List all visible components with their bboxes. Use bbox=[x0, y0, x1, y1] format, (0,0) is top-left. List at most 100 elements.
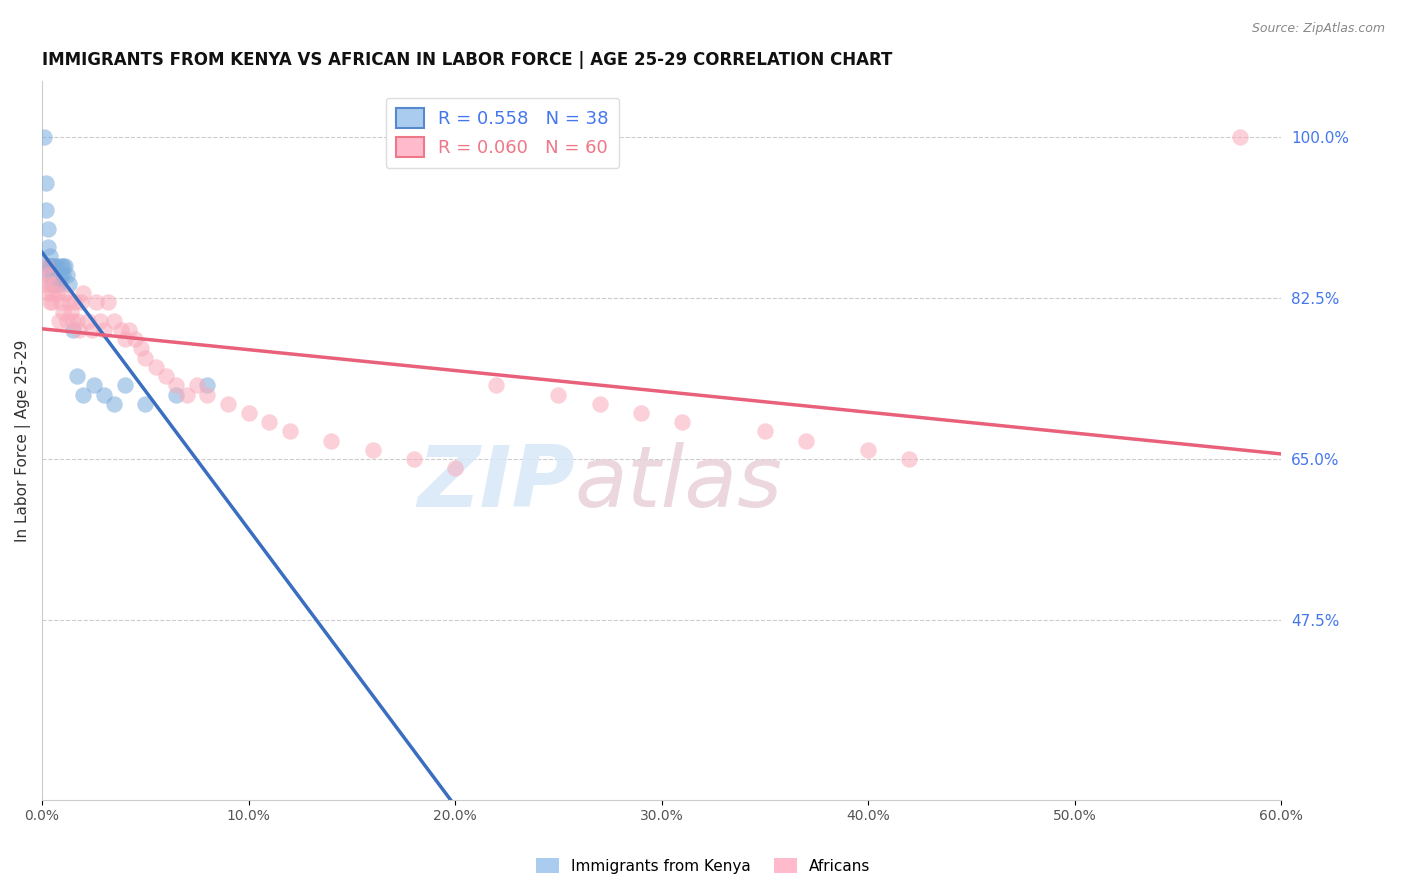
Point bbox=[48, 277, 70, 291]
Point bbox=[70, 295, 93, 310]
Point bbox=[856, 442, 879, 457]
Point bbox=[110, 323, 132, 337]
Point bbox=[186, 378, 208, 392]
Point bbox=[63, 295, 86, 310]
Point bbox=[35, 203, 58, 218]
Point bbox=[114, 378, 136, 392]
Point bbox=[72, 286, 94, 301]
Point bbox=[278, 425, 301, 439]
Point bbox=[32, 277, 55, 291]
Point bbox=[41, 295, 63, 310]
Point bbox=[39, 268, 62, 282]
Point bbox=[45, 286, 67, 301]
Point bbox=[39, 249, 62, 263]
Point bbox=[165, 387, 187, 401]
Point bbox=[124, 332, 146, 346]
Point bbox=[37, 268, 59, 282]
Point bbox=[60, 304, 83, 318]
Point bbox=[72, 387, 94, 401]
Y-axis label: In Labor Force | Age 25-29: In Labor Force | Age 25-29 bbox=[15, 339, 31, 541]
Point bbox=[129, 342, 152, 356]
Point bbox=[44, 277, 66, 291]
Point bbox=[402, 452, 425, 467]
Point bbox=[62, 323, 84, 337]
Point bbox=[217, 397, 239, 411]
Point bbox=[41, 259, 63, 273]
Point bbox=[444, 461, 467, 475]
Point bbox=[754, 425, 776, 439]
Point bbox=[97, 295, 120, 310]
Point bbox=[37, 221, 59, 235]
Text: atlas: atlas bbox=[575, 442, 783, 525]
Point bbox=[45, 277, 67, 291]
Point bbox=[37, 259, 59, 273]
Point bbox=[118, 323, 141, 337]
Point bbox=[67, 323, 90, 337]
Point bbox=[56, 268, 79, 282]
Legend: Immigrants from Kenya, Africans: Immigrants from Kenya, Africans bbox=[530, 852, 876, 880]
Point bbox=[176, 387, 198, 401]
Point bbox=[44, 277, 66, 291]
Point bbox=[898, 452, 921, 467]
Point bbox=[58, 277, 80, 291]
Point bbox=[195, 378, 218, 392]
Point bbox=[155, 369, 177, 384]
Point bbox=[80, 323, 103, 337]
Point bbox=[259, 415, 281, 429]
Point bbox=[37, 286, 59, 301]
Point bbox=[49, 259, 72, 273]
Point bbox=[165, 378, 187, 392]
Point bbox=[52, 268, 75, 282]
Point bbox=[588, 397, 610, 411]
Text: Source: ZipAtlas.com: Source: ZipAtlas.com bbox=[1251, 22, 1385, 36]
Point bbox=[134, 351, 156, 365]
Point bbox=[53, 286, 76, 301]
Point bbox=[39, 259, 62, 273]
Point bbox=[58, 295, 80, 310]
Point bbox=[76, 314, 98, 328]
Point bbox=[39, 277, 62, 291]
Point bbox=[66, 314, 89, 328]
Point bbox=[48, 314, 70, 328]
Text: ZIP: ZIP bbox=[418, 442, 575, 525]
Point bbox=[134, 397, 156, 411]
Point bbox=[1229, 129, 1251, 144]
Point bbox=[93, 387, 115, 401]
Point bbox=[32, 129, 55, 144]
Point bbox=[41, 268, 63, 282]
Point bbox=[37, 240, 59, 254]
Point bbox=[52, 259, 75, 273]
Point bbox=[84, 295, 107, 310]
Point bbox=[48, 268, 70, 282]
Point bbox=[35, 259, 58, 273]
Point bbox=[238, 406, 260, 420]
Point bbox=[49, 295, 72, 310]
Point bbox=[93, 323, 115, 337]
Point bbox=[103, 314, 125, 328]
Point bbox=[39, 295, 62, 310]
Point bbox=[103, 397, 125, 411]
Point bbox=[53, 259, 76, 273]
Point bbox=[35, 176, 58, 190]
Point bbox=[39, 259, 62, 273]
Point bbox=[62, 314, 84, 328]
Point bbox=[66, 369, 89, 384]
Point bbox=[41, 286, 63, 301]
Point bbox=[45, 259, 67, 273]
Legend: R = 0.558   N = 38, R = 0.060   N = 60: R = 0.558 N = 38, R = 0.060 N = 60 bbox=[385, 97, 620, 168]
Point bbox=[630, 406, 652, 420]
Point bbox=[41, 277, 63, 291]
Point bbox=[145, 359, 167, 374]
Point bbox=[321, 434, 343, 448]
Point bbox=[44, 268, 66, 282]
Point bbox=[195, 387, 218, 401]
Point bbox=[794, 434, 817, 448]
Point bbox=[49, 268, 72, 282]
Point bbox=[52, 304, 75, 318]
Point bbox=[114, 332, 136, 346]
Point bbox=[671, 415, 693, 429]
Point bbox=[56, 314, 79, 328]
Point bbox=[83, 378, 105, 392]
Point bbox=[485, 378, 508, 392]
Text: IMMIGRANTS FROM KENYA VS AFRICAN IN LABOR FORCE | AGE 25-29 CORRELATION CHART: IMMIGRANTS FROM KENYA VS AFRICAN IN LABO… bbox=[42, 51, 893, 69]
